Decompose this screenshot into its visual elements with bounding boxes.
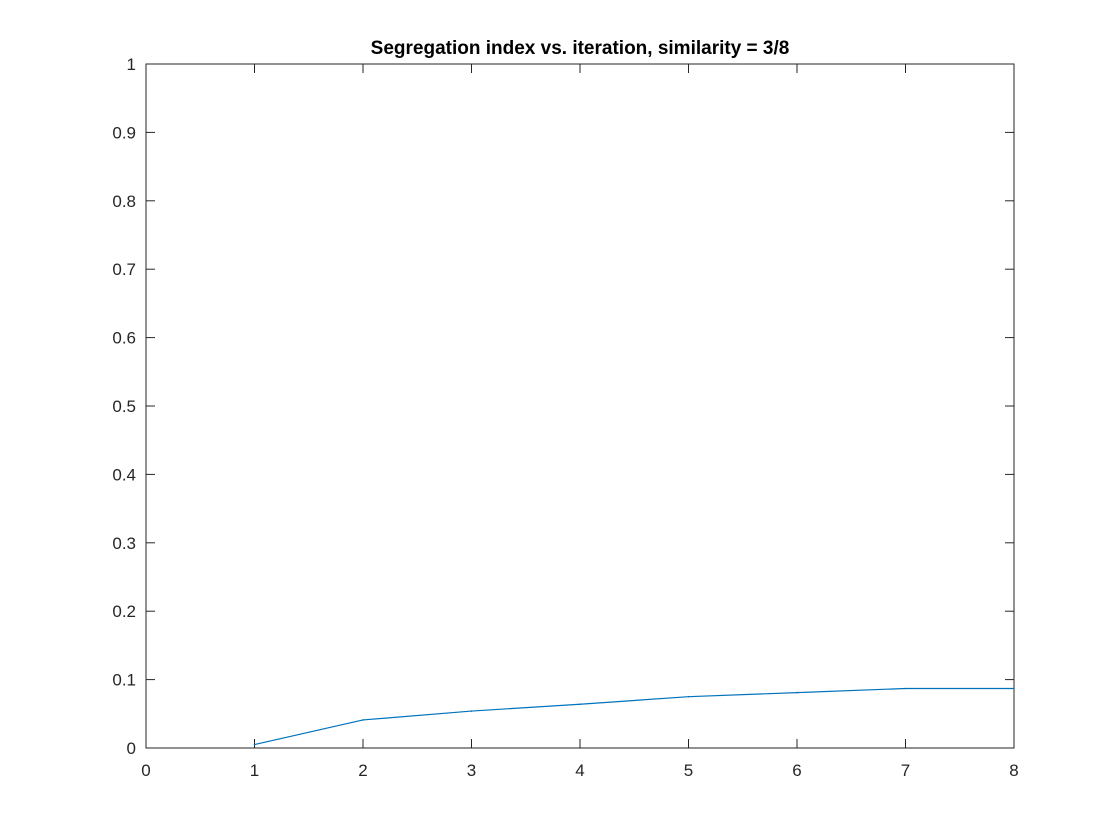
- y-tick-label: 1: [127, 55, 136, 74]
- data-point: [687, 695, 690, 698]
- data-point: [470, 710, 473, 712]
- data-point: [796, 691, 798, 694]
- y-tick-label: 0.8: [112, 192, 136, 211]
- data-point: [253, 743, 256, 746]
- y-tick-label: 0: [127, 739, 136, 758]
- data-point: [579, 703, 581, 706]
- data-point: [1013, 687, 1015, 690]
- y-tick-label: 0.1: [112, 671, 136, 690]
- x-tick-label: 8: [1009, 761, 1018, 780]
- y-tick-label: 0.2: [112, 602, 136, 621]
- x-tick-label: 2: [358, 761, 367, 780]
- y-tick-label: 0.4: [112, 465, 136, 484]
- x-tick-label: 1: [250, 761, 259, 780]
- x-tick-label: 0: [141, 761, 150, 780]
- x-tick-label: 5: [684, 761, 693, 780]
- y-tick-label: 0.3: [112, 534, 136, 553]
- plot-area: 0 1 2 3 4 5 6 7 8 0 0.1 0.2 0.3 0.4 0.5 0.6 0.7 0.8 0.9 1: [112, 55, 1018, 780]
- x-tick-label: 6: [792, 761, 801, 780]
- x-tick-label: 3: [467, 761, 476, 780]
- y-tick-label: 0.7: [112, 260, 136, 279]
- x-tick-label: 7: [901, 761, 910, 780]
- series-line: [254, 687, 1014, 746]
- y-tick-label: 0.5: [112, 397, 136, 416]
- y-tick-label: 0.6: [112, 329, 136, 348]
- chart-title: Segregation index vs. iteration, similar…: [371, 38, 790, 59]
- x-tick-label: 4: [575, 761, 584, 780]
- data-point: [904, 687, 907, 690]
- y-tick-label: 0.9: [112, 123, 136, 142]
- data-point: [362, 719, 364, 721]
- axes-box: [145, 63, 1015, 749]
